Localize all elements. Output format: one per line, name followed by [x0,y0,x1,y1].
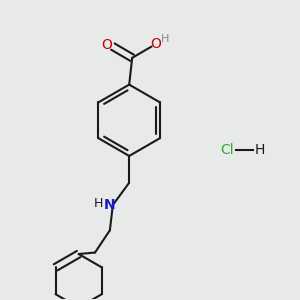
Text: O: O [150,37,161,51]
Text: N: N [104,198,116,212]
Text: O: O [101,38,112,52]
Text: H: H [94,197,103,210]
Text: H: H [160,34,169,44]
Text: H: H [255,143,265,157]
Text: Cl: Cl [220,143,234,157]
